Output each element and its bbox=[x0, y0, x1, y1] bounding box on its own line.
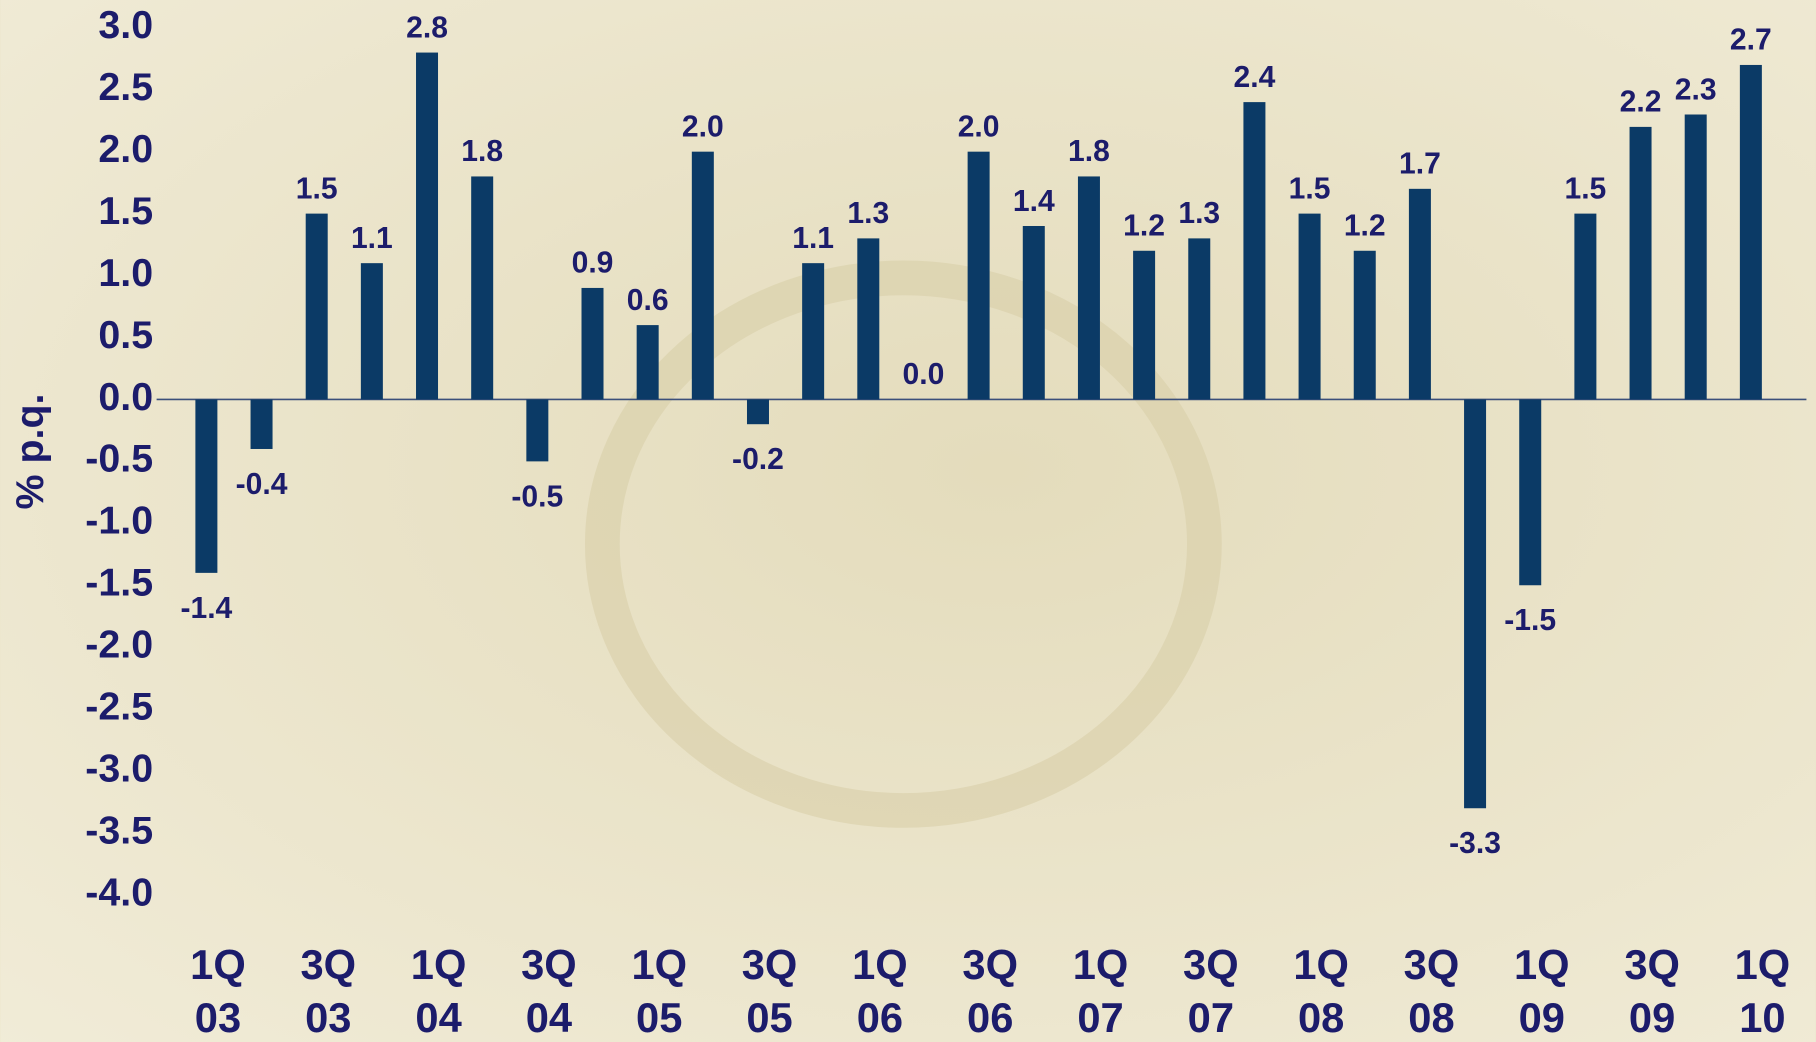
bar bbox=[967, 151, 990, 400]
bar bbox=[857, 238, 880, 400]
value-label: 2.8 bbox=[406, 11, 448, 44]
value-label: 1.7 bbox=[1399, 148, 1441, 181]
value-label: -0.5 bbox=[511, 480, 563, 513]
value-label: 1.4 bbox=[1013, 185, 1055, 218]
bar bbox=[1188, 238, 1211, 400]
y-tick-label: 2.0 bbox=[98, 127, 153, 171]
x-tick-label: 1Q 03 bbox=[190, 941, 246, 1041]
value-label: -0.4 bbox=[236, 468, 288, 501]
x-tick-label: 3Q 06 bbox=[962, 941, 1018, 1041]
y-tick-label: 3.0 bbox=[98, 3, 153, 47]
value-label: -1.4 bbox=[180, 592, 232, 625]
value-label: 1.8 bbox=[1068, 135, 1110, 168]
y-tick-label: 0.0 bbox=[98, 375, 153, 419]
x-tick-label: 1Q 06 bbox=[852, 941, 908, 1041]
bar bbox=[1022, 225, 1045, 400]
value-label: 0.6 bbox=[627, 284, 669, 317]
bar bbox=[526, 399, 549, 462]
bar bbox=[416, 52, 439, 400]
y-tick-label: -3.0 bbox=[85, 746, 153, 790]
value-label: 1.3 bbox=[1178, 197, 1220, 230]
bar bbox=[195, 399, 218, 573]
value-label: 2.2 bbox=[1620, 86, 1662, 119]
bar bbox=[1298, 213, 1321, 400]
bar bbox=[1353, 250, 1376, 400]
bar bbox=[471, 176, 494, 400]
value-label: -1.5 bbox=[1504, 604, 1556, 637]
y-tick-label: -4.0 bbox=[85, 870, 153, 914]
y-axis-title: % p.q. bbox=[8, 394, 52, 510]
bar bbox=[581, 287, 604, 400]
x-tick-label: 1Q 05 bbox=[631, 941, 687, 1041]
x-tick-label: 3Q 07 bbox=[1183, 941, 1239, 1041]
y-tick-label: 1.0 bbox=[98, 251, 153, 295]
y-tick-label: -2.5 bbox=[85, 685, 153, 729]
y-tick-label: 0.5 bbox=[98, 313, 153, 357]
bar bbox=[1077, 176, 1100, 400]
y-tick-label: -2.0 bbox=[85, 623, 153, 667]
value-label: 1.2 bbox=[1123, 210, 1165, 243]
value-label: -3.3 bbox=[1449, 827, 1501, 860]
bar bbox=[802, 263, 825, 400]
y-tick-label: -1.5 bbox=[85, 561, 153, 605]
value-label: 1.5 bbox=[1289, 172, 1331, 205]
value-label: 2.0 bbox=[682, 110, 724, 143]
y-tick-label: -0.5 bbox=[85, 437, 153, 481]
bar bbox=[305, 213, 328, 400]
value-label: 1.1 bbox=[351, 222, 393, 255]
bar bbox=[1408, 188, 1431, 400]
value-label: 2.7 bbox=[1730, 24, 1772, 57]
value-label: 0.9 bbox=[572, 247, 614, 280]
bar bbox=[1629, 126, 1652, 400]
x-tick-label: 3Q 09 bbox=[1624, 941, 1680, 1041]
value-label: 0.0 bbox=[903, 358, 945, 391]
x-tick-label: 3Q 08 bbox=[1404, 941, 1460, 1041]
y-tick-label: 1.5 bbox=[98, 189, 153, 233]
x-tick-label: 1Q 07 bbox=[1073, 941, 1129, 1041]
bar bbox=[1133, 250, 1156, 400]
bar bbox=[360, 263, 383, 400]
value-label: 1.5 bbox=[296, 172, 338, 205]
bar bbox=[250, 399, 273, 449]
bar bbox=[1243, 102, 1266, 400]
x-tick-label: 3Q 05 bbox=[742, 941, 798, 1041]
x-tick-label: 1Q 10 bbox=[1735, 941, 1791, 1041]
bar bbox=[746, 399, 769, 425]
y-tick-label: -3.5 bbox=[85, 808, 153, 852]
value-label: 1.8 bbox=[461, 135, 503, 168]
value-label: -0.2 bbox=[732, 443, 784, 476]
bar bbox=[691, 151, 714, 400]
x-tick-label: 1Q 08 bbox=[1293, 941, 1349, 1041]
x-tick-label: 3Q 04 bbox=[521, 941, 577, 1041]
value-label: 1.1 bbox=[792, 222, 834, 255]
background-decoration bbox=[584, 260, 1222, 828]
value-label: 2.3 bbox=[1675, 73, 1717, 106]
y-tick-label: -1.0 bbox=[85, 499, 153, 543]
bar bbox=[1519, 399, 1542, 586]
value-label: 2.0 bbox=[958, 110, 1000, 143]
value-label: 1.2 bbox=[1344, 210, 1386, 243]
value-label: 1.3 bbox=[847, 197, 889, 230]
bar bbox=[1739, 64, 1762, 400]
bar bbox=[1684, 114, 1707, 400]
x-tick-label: 3Q 03 bbox=[300, 941, 356, 1041]
y-tick-label: 2.5 bbox=[98, 65, 153, 109]
bar bbox=[1574, 213, 1597, 400]
x-tick-label: 1Q 04 bbox=[411, 941, 467, 1041]
bar bbox=[1464, 399, 1487, 809]
value-label: 2.4 bbox=[1234, 61, 1276, 94]
bar bbox=[636, 325, 659, 400]
value-label: 1.5 bbox=[1564, 172, 1606, 205]
x-tick-label: 1Q 09 bbox=[1514, 941, 1570, 1041]
